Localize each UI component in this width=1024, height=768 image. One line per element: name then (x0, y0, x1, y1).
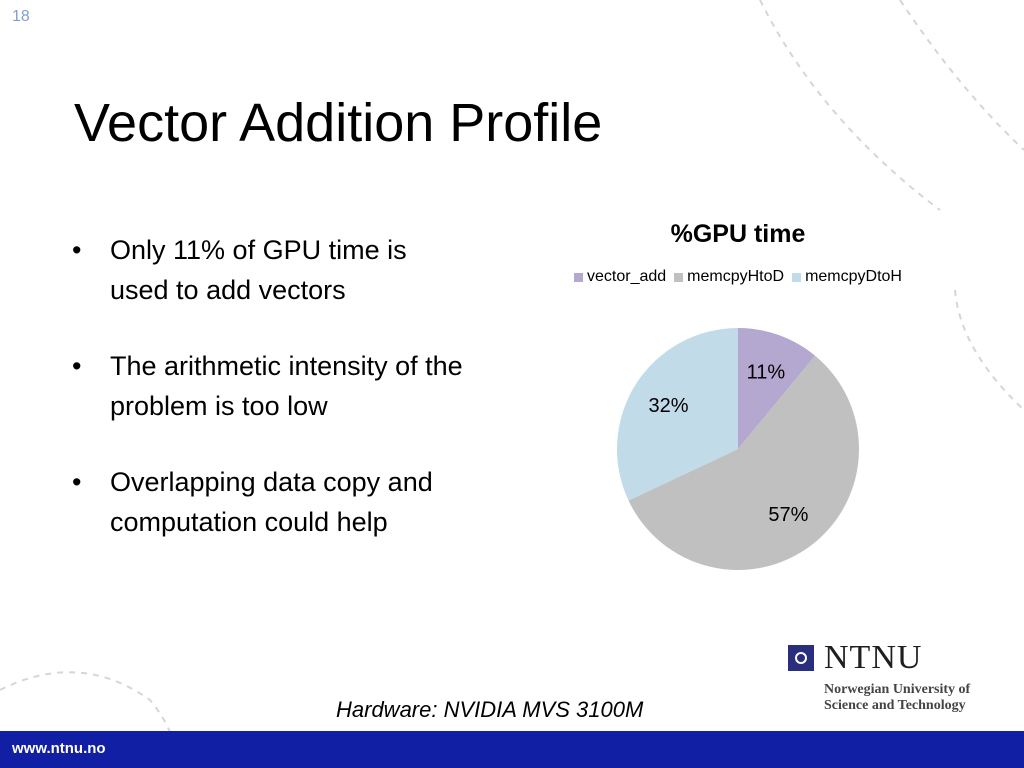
ntnu-logo: NTNU Norwegian University of Science and… (786, 640, 1006, 720)
logo-line-2: Science and Technology (824, 698, 966, 713)
chart-legend: vector_add memcpyHtoD memcpyDtoH (520, 268, 956, 286)
footer-url: www.ntnu.no (12, 740, 106, 757)
legend-item: memcpyHtoD (674, 268, 784, 286)
pie-chart-svg: 11% 57% 32% (617, 328, 859, 570)
pie-data-label: 32% (649, 395, 689, 417)
bullet-text: Overlapping data copy and computation co… (110, 467, 433, 537)
bullet-item: • Only 11% of GPU time is used to add vec… (72, 230, 472, 310)
bullet-marker: • (72, 351, 82, 381)
slide-title: Vector Addition Profile (74, 93, 603, 153)
logo-line-1: Norwegian University of (824, 682, 971, 697)
bullet-item: • The arithmetic intensity of the problem… (72, 346, 472, 426)
logo-wordmark: NTNU (824, 639, 923, 676)
bullet-item: • Overlapping data copy and computation c… (72, 462, 472, 542)
legend-item: memcpyDtoH (792, 268, 902, 286)
chart-title: %GPU time (670, 220, 806, 248)
legend-swatch (674, 272, 684, 282)
pie-slice-vector_add (738, 328, 816, 449)
legend-swatch (574, 272, 583, 282)
bullet-marker: • (72, 467, 82, 497)
legend-label: vector_add (587, 268, 667, 285)
legend-label: memcpyHtoD (687, 268, 785, 285)
legend-item: vector_add (574, 268, 666, 286)
bullet-marker: • (72, 235, 82, 265)
pie-slice-memcpyHtoD (628, 355, 859, 570)
pie-data-label: 57% (768, 504, 808, 526)
bullet-list: • Only 11% of GPU time is used to add vec… (72, 230, 472, 578)
bullet-text: The arithmetic intensity of the problem … (110, 351, 463, 421)
bullet-text: Only 11% of GPU time is used to add vect… (110, 235, 407, 305)
pie-chart: 11% 57% 32% %GPU time vector_add memcpyHtoD… (520, 212, 960, 582)
hardware-caption: Hardware: NVIDIA MVS 3100M (336, 697, 644, 722)
footer-bar: www.ntnu.no (0, 731, 1024, 768)
ntnu-logo-mark (788, 645, 814, 671)
slide-number: 18 (12, 8, 30, 25)
pie-slice-memcpyDtoH (617, 328, 738, 501)
legend-label: memcpyDtoH (805, 268, 902, 285)
legend-swatch (792, 272, 802, 282)
pie-data-label: 11% (747, 362, 786, 384)
